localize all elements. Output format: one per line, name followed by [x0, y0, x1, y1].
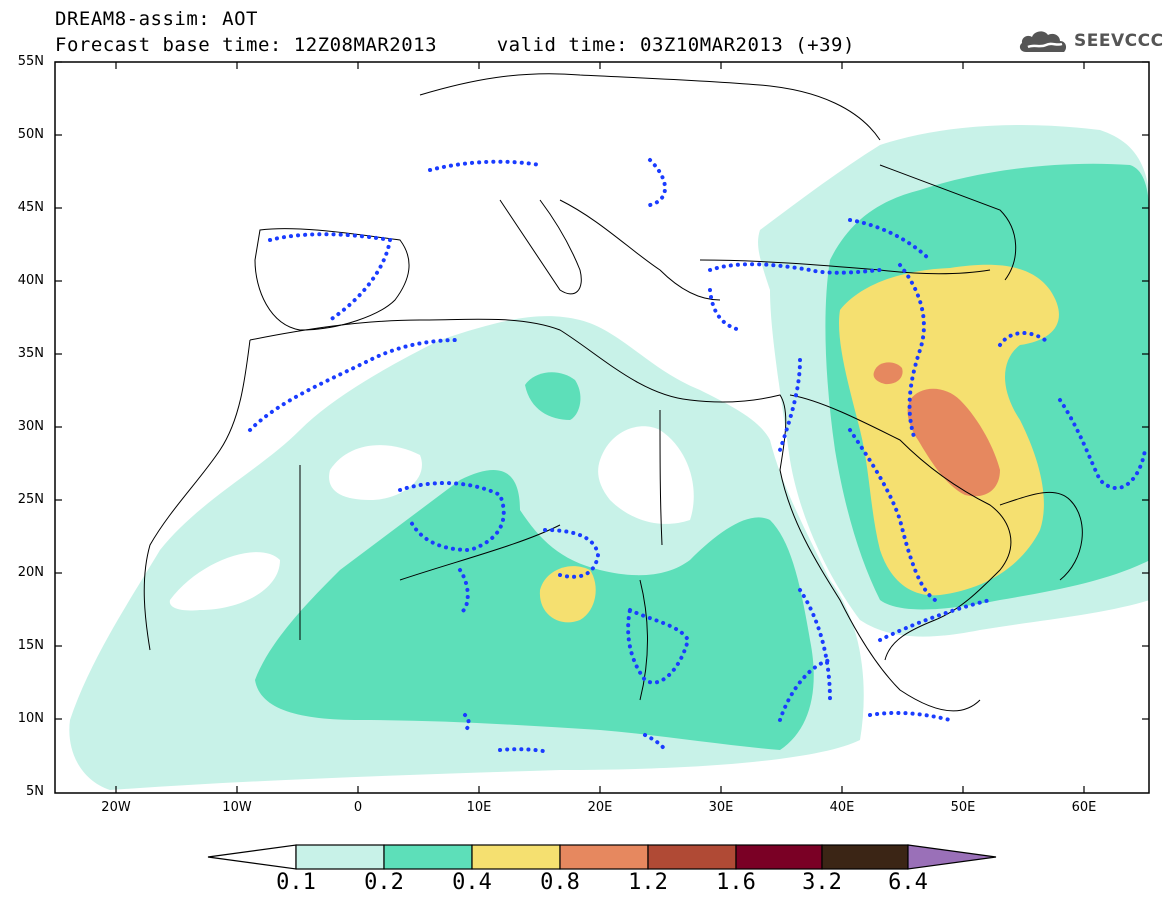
- lat-label: 5N: [26, 784, 44, 799]
- lon-label: 60E: [1071, 800, 1097, 815]
- lon-label: 10E: [466, 800, 492, 815]
- lon-label: 20E: [587, 800, 613, 815]
- lat-label: 20N: [17, 565, 44, 580]
- aot-dotted-contours: [248, 158, 1147, 754]
- colorbar-low-arrow: [207, 844, 297, 870]
- aot-contour-0-8-main: [907, 388, 1000, 497]
- lat-label: 30N: [17, 419, 44, 434]
- lat-label: 55N: [17, 54, 44, 69]
- cloud-icon: [1019, 31, 1067, 52]
- colorbar-label: 0.1: [276, 870, 316, 895]
- aot-gap-2: [329, 445, 422, 500]
- aot-contour-0-4-chad: [539, 566, 596, 623]
- colorbar-bin-0-2: [383, 844, 473, 870]
- aot-gap-1: [169, 552, 280, 611]
- lat-label: 10N: [17, 711, 44, 726]
- aot-contour-0-8-small: [873, 362, 903, 385]
- axis-ticks: [55, 61, 1149, 793]
- colorbar-label: 0.8: [540, 870, 580, 895]
- colorbar-bin-3-2: [821, 844, 909, 870]
- colorbar-high-arrow: [907, 844, 997, 870]
- colorbar-label: 3.2: [802, 870, 842, 895]
- colorbar-bin-0-8: [559, 844, 649, 870]
- seevccc-logo: SEEVCCC: [1018, 26, 1164, 56]
- title-model: DREAM8-assim: AOT: [55, 8, 258, 30]
- lat-label: 25N: [17, 492, 44, 507]
- aot-gap-3: [598, 426, 694, 524]
- lon-label: 10W: [222, 800, 252, 815]
- logo-text: SEEVCCC: [1074, 31, 1164, 51]
- lat-label: 40N: [17, 273, 44, 288]
- lon-label: 50E: [950, 800, 976, 815]
- colorbar-bin-0-4: [471, 844, 561, 870]
- colorbar-label: 6.4: [888, 870, 928, 895]
- lat-label: 15N: [17, 638, 44, 653]
- lat-label: 35N: [17, 346, 44, 361]
- colorbar-bin-1-2: [647, 844, 737, 870]
- aot-contour-0-2-libya: [525, 372, 581, 420]
- lat-label: 50N: [17, 127, 44, 142]
- lat-label: 45N: [17, 200, 44, 215]
- lon-label: 20W: [101, 800, 131, 815]
- colorbar-label: 0.4: [452, 870, 492, 895]
- colorbar-label: 0.2: [364, 870, 404, 895]
- lon-label: 0: [353, 800, 363, 815]
- title-times: Forecast base time: 12Z08MAR2013 valid t…: [55, 34, 855, 56]
- coastlines: [143, 73, 1083, 712]
- colorbar-label: 1.6: [716, 870, 756, 895]
- lon-label: 30E: [708, 800, 734, 815]
- colorbar-label: 1.2: [628, 870, 668, 895]
- lon-label: 40E: [829, 800, 855, 815]
- colorbar-bin-1-6: [735, 844, 823, 870]
- colorbar-bin-0-1: [295, 844, 385, 870]
- aot-contour-0-2-africa: [255, 470, 814, 750]
